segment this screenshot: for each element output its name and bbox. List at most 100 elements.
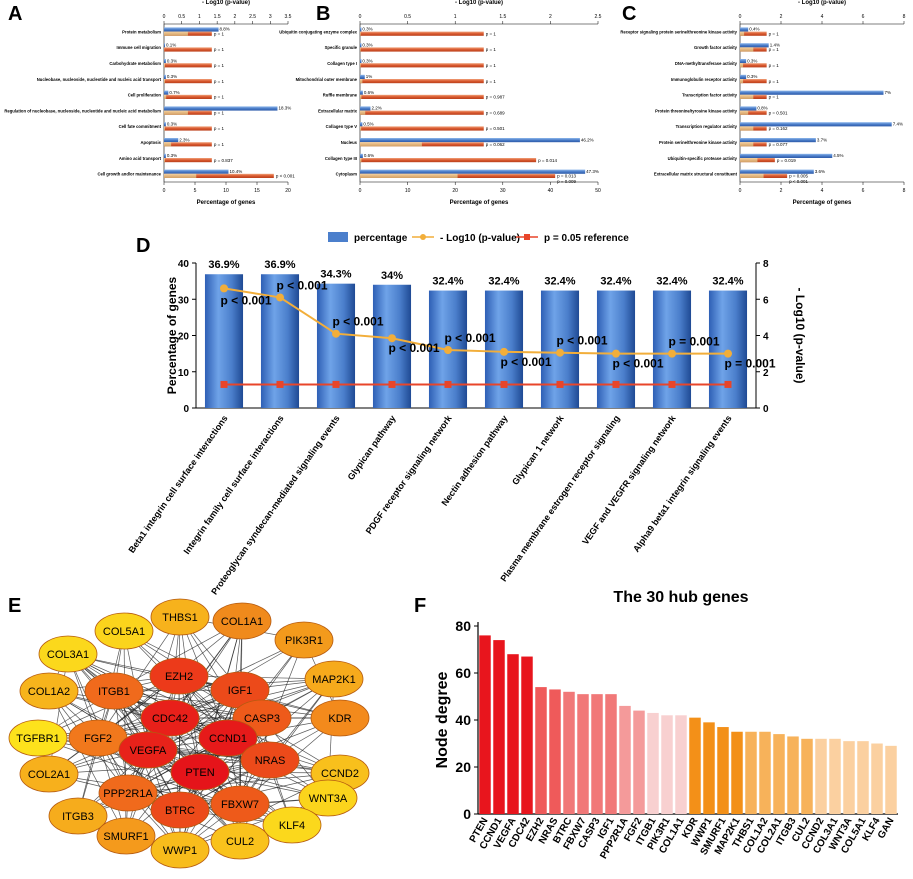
panel-a-p-label: p = 0.837 [214,158,233,163]
panel-a-term-label: Apoptosis [141,140,162,145]
panel-c-overlap-bar [740,79,744,84]
panel-d-p-label: p < 0.001 [500,355,551,369]
panel-d-bar-label: 34.3% [320,269,351,281]
panel-c-overlap-bar [740,110,749,115]
network-node-col1a1: COL1A1 [212,602,272,640]
panel-b-overlap-bar [360,110,366,115]
network-node-itgb3: ITGB3 [48,797,108,835]
panel-d-chart: 0 10 20 30 40 0 2 4 6 8 Percentage of genes - Log10… [126,259,807,597]
network-node-shape [38,635,98,673]
panel-b-overlap-bar [360,31,361,36]
network-node-klf4: KLF4 [262,806,322,844]
panel-c-overlap-bar [740,94,754,99]
panel-c-pct-label: 7% [885,90,892,95]
network-node-label: EZH2 [165,671,193,683]
network-edge [48,690,127,837]
panel-d-ref-marker [220,380,228,388]
panel-f-bar [857,741,869,814]
panel-d-log-marker [220,284,228,293]
panel-c-term-label: Immunoglobulin receptor activity [671,77,738,82]
network-node-label: ITGB1 [98,686,130,698]
panel-d-left-tick-label: 40 [178,259,190,270]
panel-b-pct-label: 0.3% [362,43,372,48]
panel-a-pct-bar [164,90,169,95]
network-node-shape [304,660,364,698]
panel-d-bar-label: 32.4% [712,276,743,288]
panel-b-term-label: Ubiquitin conjugating enzyme complex [279,29,357,34]
panel-d-ref-marker [444,380,452,388]
panel-c-overlap-bar [740,31,745,36]
panel-d-right-tick-label: 8 [763,259,769,270]
panel-f-bar [493,640,505,814]
network-node-ccnd1: CCND1 [198,719,258,757]
panel-d-log-line [223,287,728,355]
network-node-label: IGF1 [228,685,252,697]
panel-b-overlap-bar [360,63,361,68]
panel-d-ref-marker [332,380,340,388]
panel-a-pct-bar [164,138,179,143]
panel-b-log-bar [360,94,484,99]
panel-b-bottom-tick-label: 20 [452,188,458,194]
panel-c-bottom-tick-label: 6 [862,188,865,194]
panel-b-term-label: Collagen type III [325,156,357,161]
panel-f-bar [675,715,687,814]
panel-d-bar [596,290,636,408]
panel-d-right-tick-label: 4 [763,332,769,343]
panel-a-top-tick-label: 3.5 [285,14,292,20]
network-node-label: FGF2 [84,733,112,745]
panel-d-p-label: p = 0.001 [724,357,775,371]
panel-a-log-bar [164,94,212,99]
panel-b-pct-label: 0.3% [362,58,372,63]
panel-c-bottom-tick-label: 8 [903,188,906,194]
panel-c-overlap-bar [740,63,744,68]
panel-a-pct-bar [164,122,166,127]
network-node-label: CASP3 [244,713,280,725]
panel-d-log-marker [556,348,564,357]
panel-d-category-label: Plasma membrane estrogen receptor signal… [498,413,621,583]
network-node-shape [118,731,178,769]
panel-d-bar-label: 34% [381,270,403,282]
panel-c-log-bar [740,110,767,115]
panel-a-bottom-tick-label: 10 [223,188,229,194]
panel-a-pct-label: 0.3% [167,74,177,79]
panel-a-overlap-bar [164,94,167,99]
panel-c-p-label: p = 0.019 [777,158,796,163]
panel-d-category-label: VEGF and VEGFR signaling network [580,413,678,547]
panel-a-top-tick-label: 1.5 [214,14,221,20]
panel-f-bar [731,731,743,814]
panel-c-top-tick-label: 8 [903,14,906,20]
network-node-shape [84,672,144,710]
panel-c-pct-bar [740,153,833,158]
panel-d-bar [708,290,748,408]
network-node-nras: NRAS [240,741,300,779]
panel-b-log-bar [360,79,484,84]
panel-c-pct-label: 4.5% [833,153,843,158]
panel-b-bottom-tick-label: 30 [500,188,506,194]
panel-d-bar [316,283,356,408]
network-node-ezh2: EZH2 [149,657,209,695]
panel-b-pct-bar [360,90,363,95]
panel-b-pct-label: 0.6% [364,153,374,158]
panel-b-term-label: Extracellular matrix [318,108,358,113]
panel-a-overlap-bar [164,110,188,115]
panel-d-bar-label: 32.4% [600,276,631,288]
panel-b-pct-label: 2.2% [371,106,381,111]
panel-d-right-tick-label: 2 [763,368,769,379]
panel-a-pct-label: 2.3% [179,137,189,142]
panel-b-overlap-bar [360,173,458,178]
network-node-label: WNT3A [309,793,348,805]
panel-d-p-label: p < 0.001 [444,331,495,345]
panel-b-p-label: p = 0.014 [538,158,557,163]
network-node-vegfa: VEGFA [118,731,178,769]
panel-a-p-label: p = 1 [214,63,225,68]
panel-a-bottom-axis-title: Percentage of genes [197,200,256,206]
panel-f-y-tick-label: 20 [455,759,471,775]
panel-a-overlap-bar [164,63,165,68]
panel-c-pct-bar [740,90,884,95]
panel-a-log-bar [164,173,274,178]
panel-f-bar [689,717,701,814]
panel-a-top-tick-label: 2.5 [249,14,256,20]
network-edge [147,749,329,799]
panel-d-ref-marker [556,380,564,388]
